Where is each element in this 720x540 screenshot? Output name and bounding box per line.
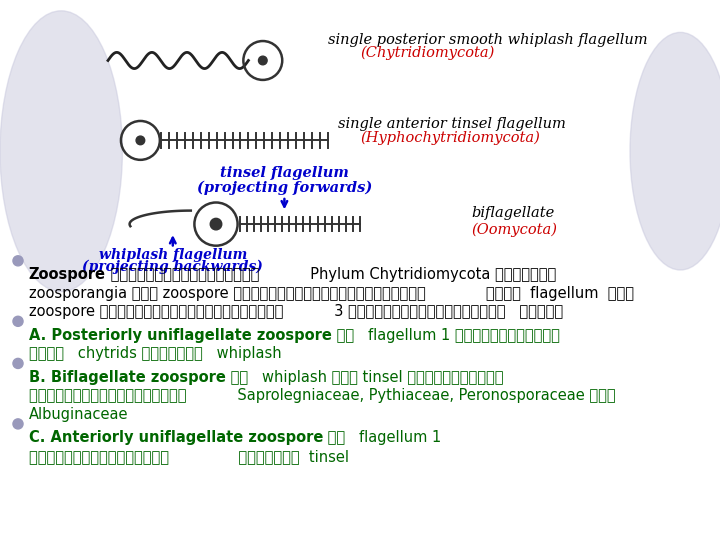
Text: เช่น   chytrids อาจเป็น   whiplash: เช่น chytrids อาจเป็น whiplash	[29, 346, 282, 361]
Text: มี   flagellum 1 เส้นทายเซลล์: มี flagellum 1 เส้นทายเซลล์	[332, 328, 559, 343]
Text: single posterior smooth whiplash flagellum: single posterior smooth whiplash flagell…	[328, 33, 647, 47]
Text: whiplash flagellum: whiplash flagellum	[99, 248, 247, 262]
Text: zoospore ของเชื้อราแบ่งได้เป็น           3 แบบตามลักษณะของหาง   ได้แก: zoospore ของเชื้อราแบ่งได้เป็น 3 แบบตามล…	[29, 304, 563, 319]
Text: biflagellate: biflagellate	[472, 206, 555, 220]
Ellipse shape	[258, 56, 267, 65]
Ellipse shape	[13, 359, 23, 368]
Text: มี   flagellum 1: มี flagellum 1	[323, 430, 441, 445]
Text: (Chytridiomycota): (Chytridiomycota)	[360, 45, 495, 59]
Text: มี   whiplash และ tinsel อย่างละเส้น: มี whiplash และ tinsel อย่างละเส้น	[225, 370, 503, 385]
Text: Albuginaceae: Albuginaceae	[29, 407, 128, 422]
Text: (Hyphochytridiomycota): (Hyphochytridiomycota)	[360, 131, 540, 145]
Ellipse shape	[13, 419, 23, 429]
Ellipse shape	[630, 32, 720, 270]
Ellipse shape	[136, 136, 145, 145]
Ellipse shape	[0, 11, 122, 292]
Text: สร้างโดยราชน์ดำใน           Phylum Chytridiomycota สร้างใน: สร้างโดยราชน์ดำใน Phylum Chytridiomycota…	[106, 267, 556, 282]
Text: zoosporangia โดย zoospore ไม่มีผนังเซลล์แต่มีหาง             หรือ  flagellum  โด: zoosporangia โดย zoospore ไม่มีผนังเซลล์…	[29, 286, 634, 301]
Text: B. Biflagellate zoospore: B. Biflagellate zoospore	[29, 370, 225, 385]
Text: A. Posteriorly uniflagellate zoospore: A. Posteriorly uniflagellate zoospore	[29, 328, 332, 343]
Text: tinsel flagellum: tinsel flagellum	[220, 166, 348, 180]
Text: ได้แกเชื้อราในวงศ์           Saprolegniaceae, Pythiaceae, Peronosporaceae และ: ได้แกเชื้อราในวงศ์ Saprolegniaceae, Pyth…	[29, 388, 616, 403]
Ellipse shape	[210, 218, 222, 230]
Ellipse shape	[13, 316, 23, 326]
Text: (Oomycota): (Oomycota)	[472, 222, 557, 237]
Text: C. Anteriorly uniflagellate zoospore: C. Anteriorly uniflagellate zoospore	[29, 430, 323, 445]
Text: Zoospore: Zoospore	[29, 267, 106, 282]
Text: single anterior tinsel flagellum: single anterior tinsel flagellum	[338, 117, 566, 131]
Ellipse shape	[13, 256, 23, 266]
Text: เส้นทดานหนาเซลล์               อาจเป็น  tinsel: เส้นทดานหนาเซลล์ อาจเป็น tinsel	[29, 449, 348, 464]
Text: (projecting backwards): (projecting backwards)	[82, 260, 264, 274]
Text: (projecting forwards): (projecting forwards)	[197, 180, 372, 194]
